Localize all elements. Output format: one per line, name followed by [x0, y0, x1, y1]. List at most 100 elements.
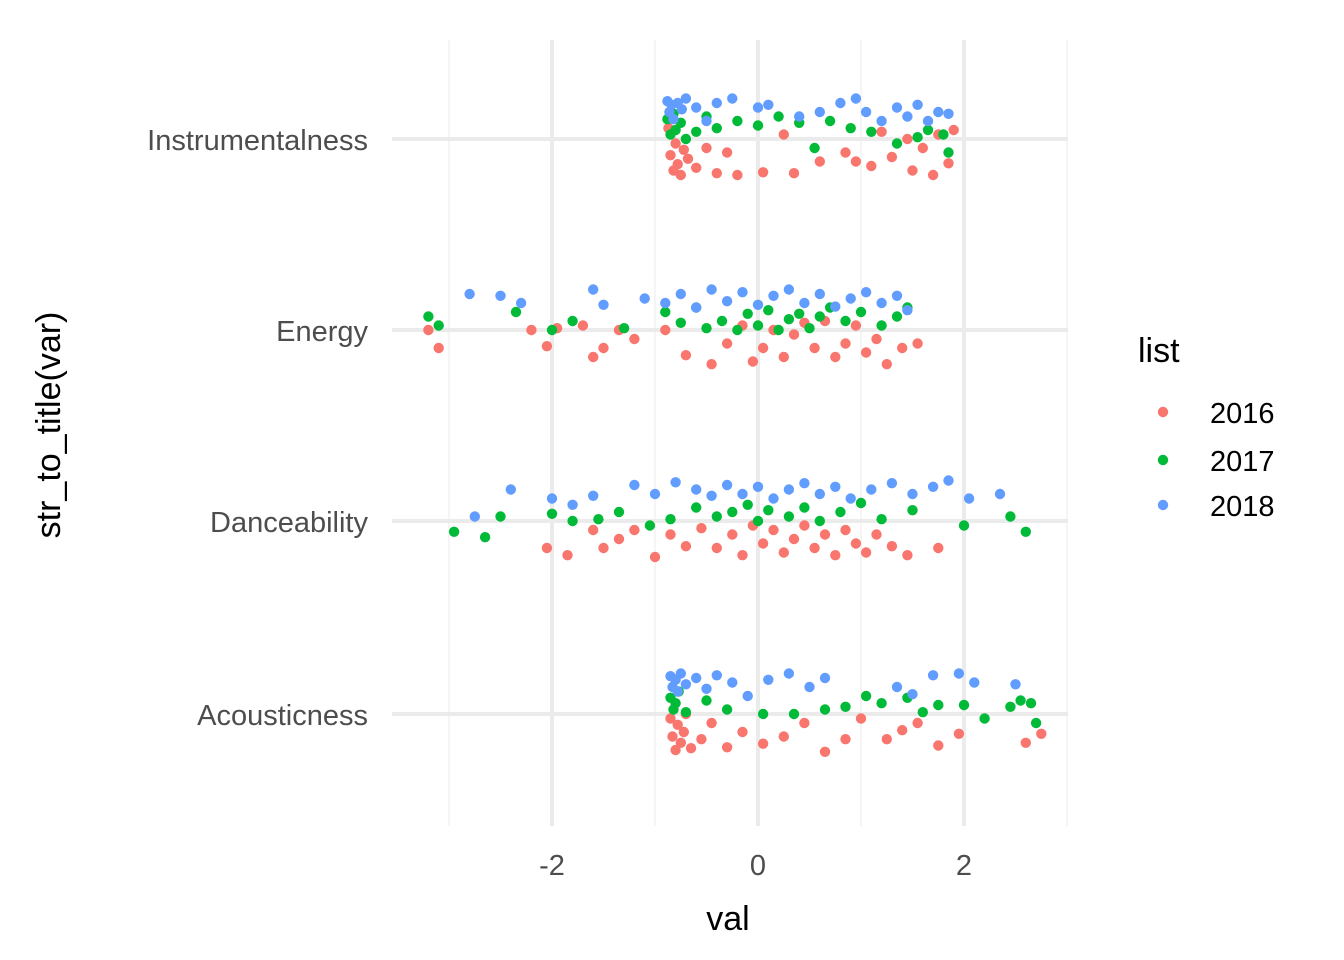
data-point [876, 514, 887, 525]
data-point [866, 160, 877, 172]
data-point [912, 717, 923, 729]
data-point [768, 524, 779, 536]
data-point [757, 167, 769, 178]
data-point [588, 524, 599, 536]
data-point [696, 523, 707, 534]
data-point [660, 324, 671, 336]
data-point [814, 311, 825, 322]
data-point [933, 542, 944, 554]
data-point [943, 108, 954, 120]
data-point [958, 699, 970, 711]
data-point [927, 169, 939, 181]
data-point [897, 342, 908, 354]
data-point [788, 168, 800, 179]
data-point [855, 713, 867, 724]
y-tick-label: Instrumentalness [147, 125, 368, 157]
data-point [1025, 698, 1037, 709]
data-point [891, 681, 903, 693]
data-point [794, 308, 805, 319]
data-point [691, 484, 702, 495]
points [423, 93, 1047, 757]
data-point [526, 324, 537, 336]
data-point [701, 115, 712, 127]
data-point [505, 484, 516, 495]
data-point [830, 481, 841, 492]
data-point [907, 488, 918, 500]
data-point [933, 740, 944, 751]
data-point [675, 668, 686, 679]
data-point [876, 297, 887, 309]
data-point [773, 111, 784, 122]
data-point [706, 359, 717, 370]
legend-entries: 2016 2017 2018 [1157, 398, 1275, 523]
data-point [860, 106, 872, 118]
data-point [675, 317, 686, 328]
data-point [665, 514, 676, 525]
data-point [824, 115, 836, 127]
data-point [891, 311, 903, 322]
data-point [752, 320, 764, 331]
data-point [850, 538, 862, 549]
data-point [732, 324, 743, 336]
data-point [768, 493, 779, 504]
data-point [721, 296, 733, 307]
data-point [727, 506, 738, 518]
data-point [840, 701, 851, 712]
data-point [752, 102, 764, 113]
data-point [665, 529, 676, 540]
data-point [737, 550, 748, 561]
data-point [902, 133, 913, 145]
data-point [958, 520, 970, 531]
data-point [747, 356, 759, 367]
data-point [855, 497, 867, 509]
data-point [433, 342, 444, 354]
data-point [613, 506, 625, 518]
data-point [891, 138, 903, 149]
data-point [691, 102, 702, 113]
data-point [876, 126, 887, 137]
legend-key [1157, 499, 1169, 511]
data-point [588, 284, 599, 295]
data-point [495, 290, 506, 301]
data-point [845, 293, 856, 304]
data-point [819, 704, 831, 715]
data-point [672, 719, 683, 730]
data-point [562, 550, 573, 561]
data-point [567, 315, 578, 327]
data-point [752, 481, 764, 492]
data-point [773, 324, 784, 336]
data-point [845, 493, 856, 504]
data-point [1020, 737, 1031, 748]
data-point [711, 97, 722, 109]
data-point [546, 508, 558, 519]
data-point [757, 342, 769, 354]
data-point [763, 99, 774, 111]
data-point [706, 284, 717, 295]
data-point [835, 506, 846, 518]
data-point [737, 488, 748, 500]
data-point [691, 162, 702, 173]
data-point [680, 350, 692, 361]
data-point [850, 156, 862, 167]
data-point [721, 742, 733, 753]
y-axis-title: str_to_title(var) [30, 312, 68, 539]
data-point [1015, 695, 1026, 706]
data-point [788, 533, 800, 545]
legend-label: 2017 [1210, 446, 1275, 478]
data-point [1020, 526, 1031, 537]
data-point [479, 532, 491, 543]
data-point [788, 708, 800, 720]
data-point [691, 502, 702, 513]
data-point [593, 514, 604, 525]
data-point [969, 677, 980, 688]
data-point [799, 502, 810, 513]
data-point [799, 297, 810, 309]
data-point [515, 297, 527, 309]
data-point [680, 707, 692, 718]
data-point [665, 150, 676, 161]
data-point [742, 499, 753, 510]
data-point [727, 677, 738, 688]
data-point [680, 93, 692, 104]
